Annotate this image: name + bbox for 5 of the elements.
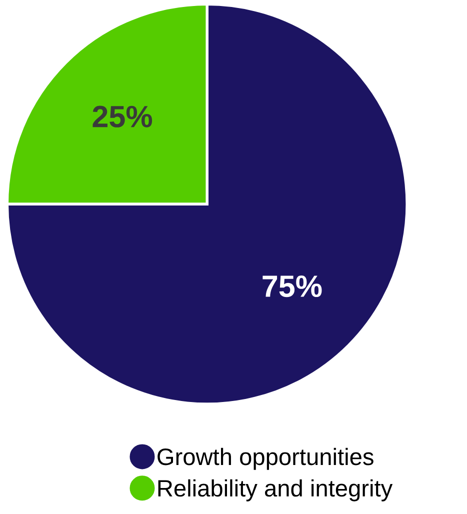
data-label: 25% — [92, 106, 152, 128]
legend-label: Reliability and integrity — [158, 479, 393, 502]
legend-label: Growth opportunities — [158, 448, 374, 470]
data-label: 75% — [262, 276, 322, 298]
pie-slice — [6, 2, 408, 406]
